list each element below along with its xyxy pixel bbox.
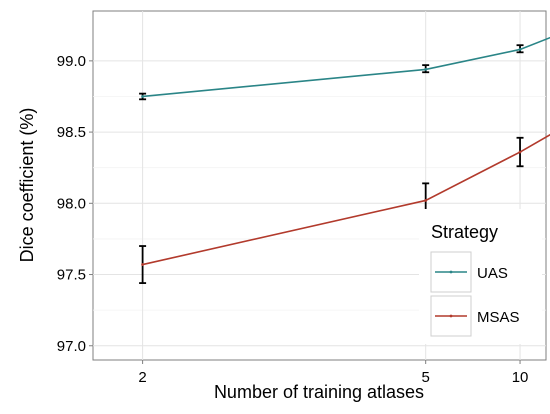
data-point — [518, 150, 522, 154]
x-axis: 251020 — [138, 360, 529, 386]
x-tick-label: 2 — [138, 369, 146, 386]
y-tick-label: 98.5 — [57, 124, 86, 141]
series-line — [142, 133, 550, 266]
data-point — [518, 48, 522, 51]
x-axis-title: Number of training atlases — [214, 382, 424, 402]
legend-key-point — [449, 314, 453, 318]
data-point — [424, 199, 428, 202]
legend-key-point — [449, 270, 453, 274]
x-tick-label: 5 — [422, 369, 430, 386]
y-tick-label: 98.0 — [57, 195, 86, 212]
data-point — [141, 95, 145, 98]
legend-label: MSAS — [477, 309, 520, 326]
y-tick-label: 97.5 — [57, 267, 86, 284]
legend: Strategy UAS MSAS — [419, 209, 542, 344]
legend-items: UAS MSAS — [430, 251, 520, 337]
y-tick-label: 97.0 — [57, 338, 86, 355]
data-point — [424, 68, 428, 71]
data-point — [141, 263, 145, 266]
series-line — [142, 36, 550, 98]
legend-title: Strategy — [431, 222, 498, 242]
legend-label: UAS — [477, 265, 508, 282]
y-axis-title: Dice coefficient (%) — [17, 108, 37, 263]
y-tick-label: 99.0 — [57, 53, 86, 70]
x-tick-label: 10 — [512, 369, 529, 386]
y-axis: 97.0 97.5 98.0 98.5 99.0 — [57, 53, 93, 355]
